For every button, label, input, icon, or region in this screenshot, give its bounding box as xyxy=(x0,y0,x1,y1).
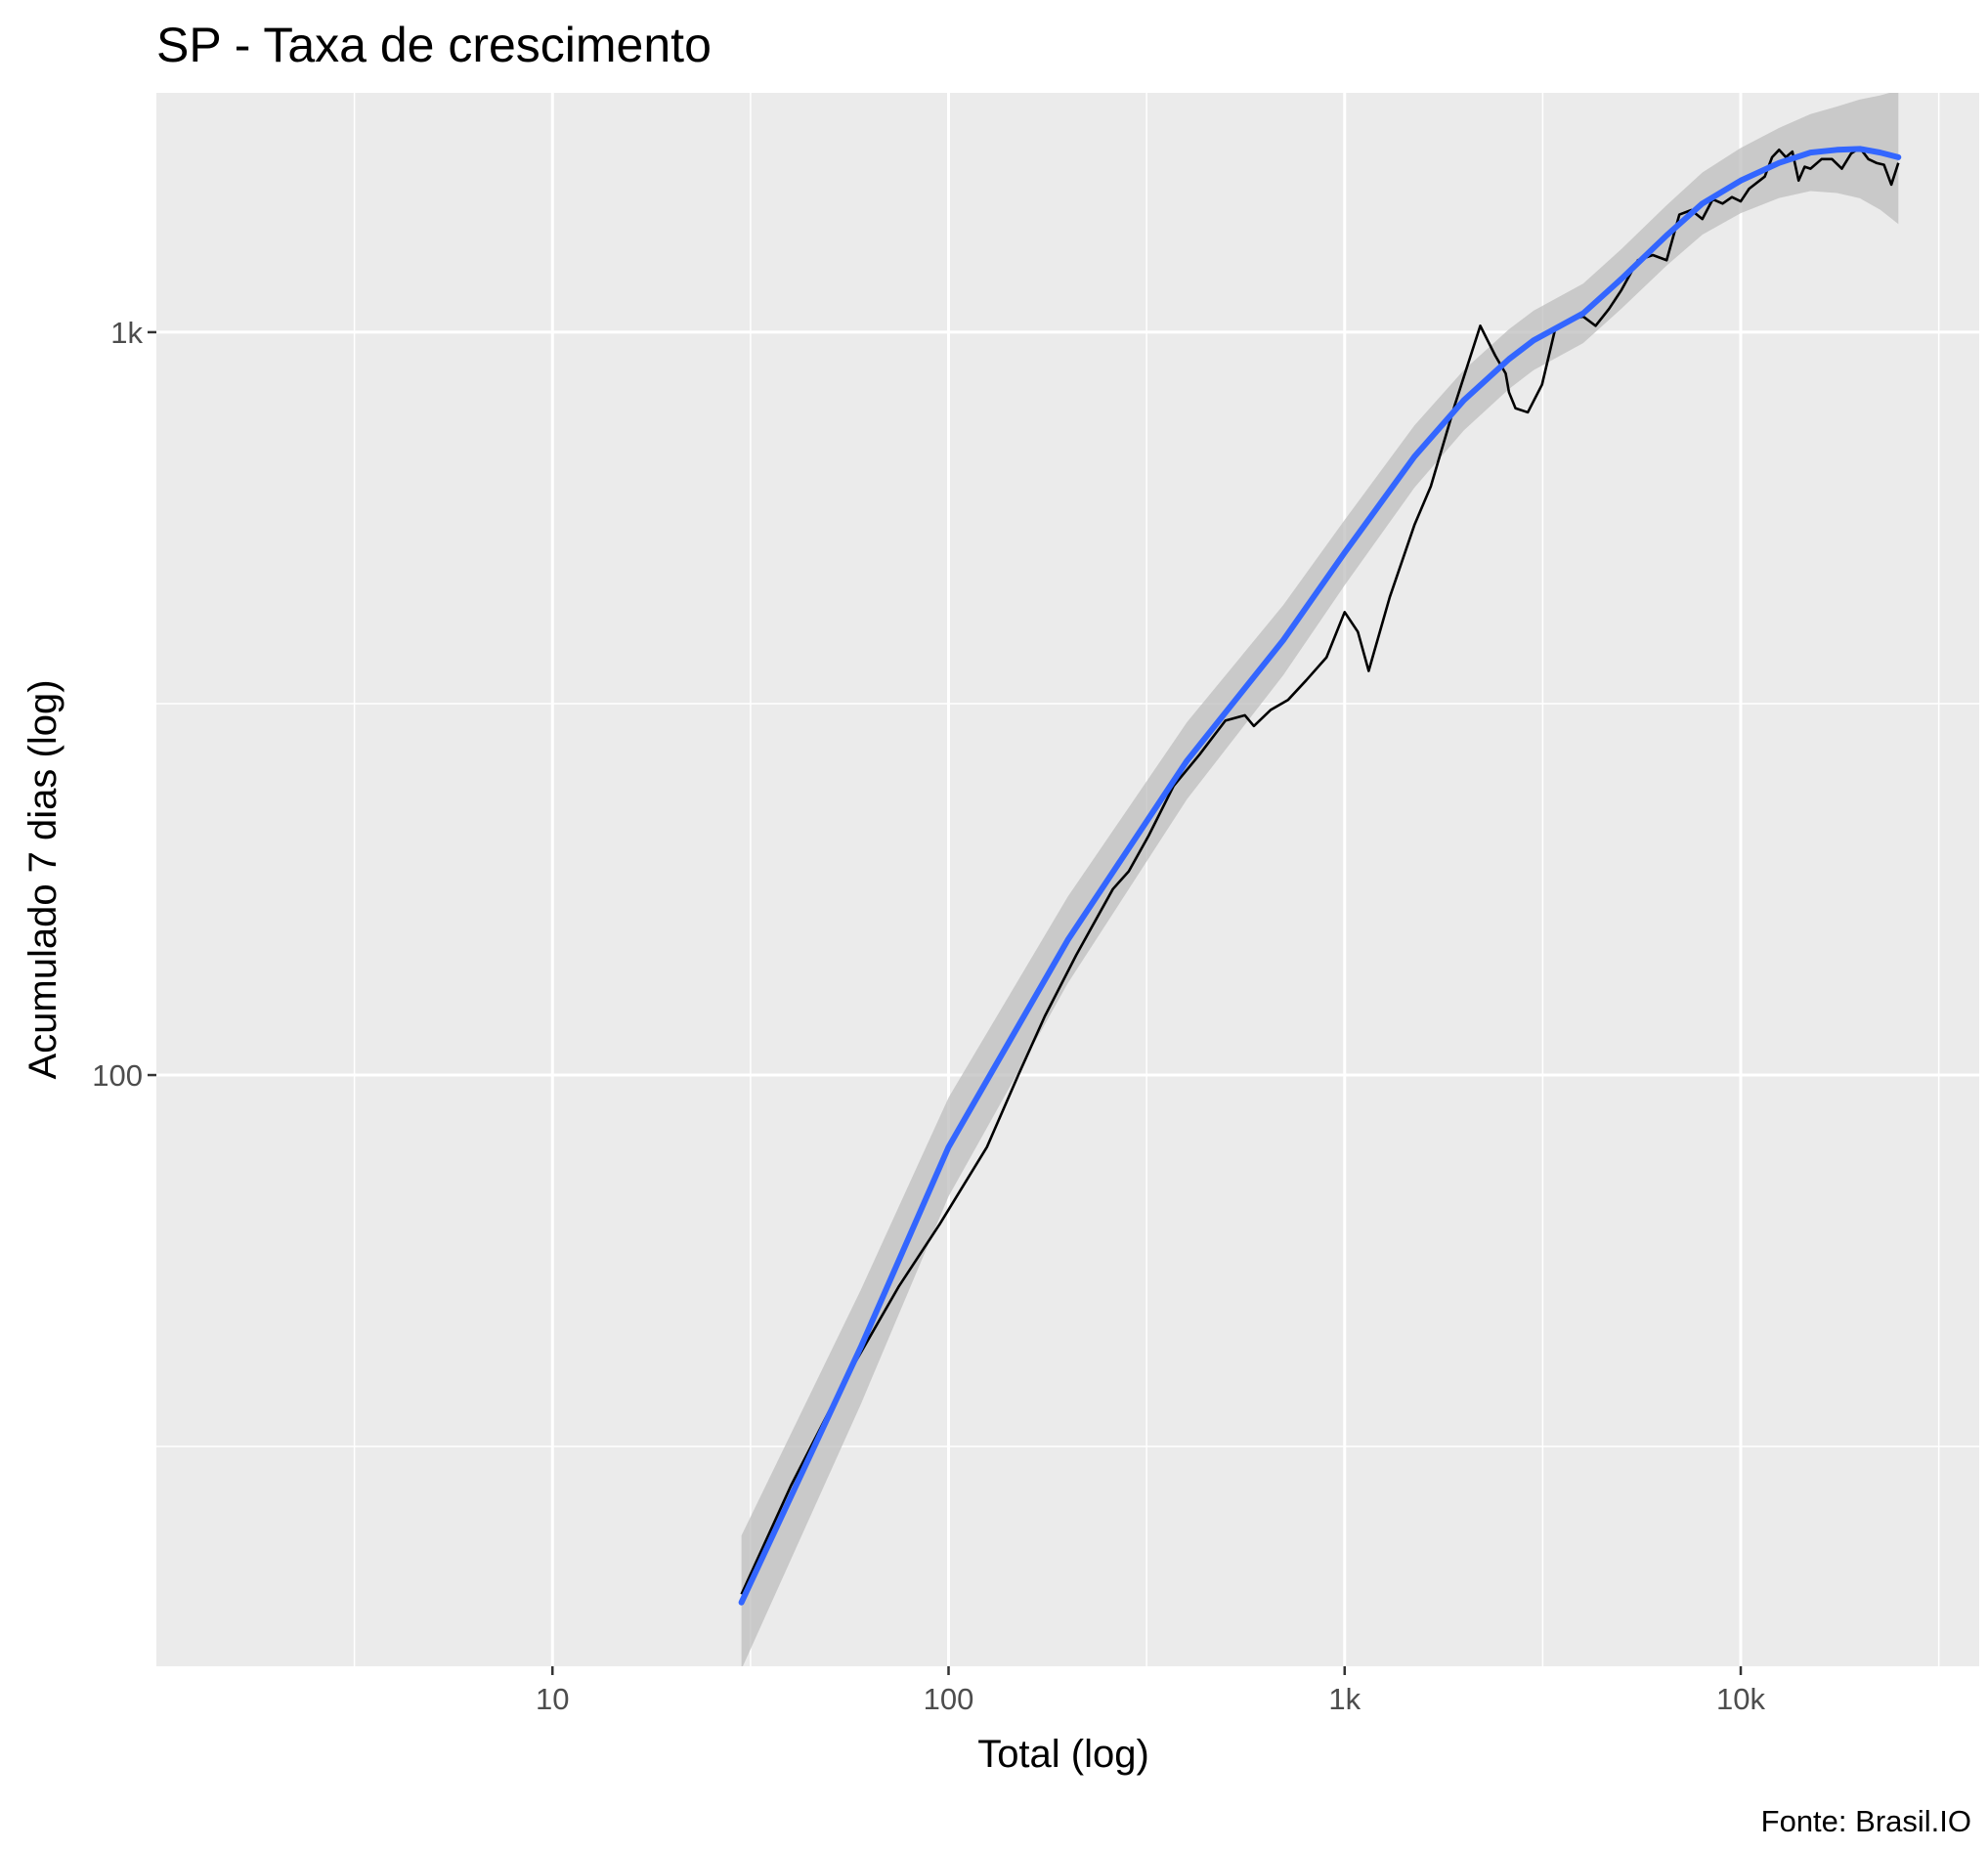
plot-panel xyxy=(156,93,1979,1666)
chart-title: SP - Taxa de crescimento xyxy=(156,18,712,72)
grid-lines xyxy=(156,93,1979,1666)
x-tick-label: 100 xyxy=(924,1682,974,1716)
observed-series-line xyxy=(740,147,1900,1595)
y-tick-label: 100 xyxy=(92,1058,143,1093)
x-tick-label: 1k xyxy=(1328,1682,1361,1716)
smooth-trend-line xyxy=(738,146,1902,1606)
data-layer xyxy=(738,93,1902,1666)
caption: Fonte: Brasil.IO xyxy=(1761,1804,1971,1838)
x-tick-label: 10k xyxy=(1716,1682,1765,1716)
x-tick-label: 10 xyxy=(536,1682,569,1716)
y-axis-title: Acumulado 7 dias (log) xyxy=(22,679,65,1079)
axes: 10 100 1k 10k 100 1k xyxy=(92,316,1765,1716)
x-axis-title: Total (log) xyxy=(977,1733,1149,1776)
y-tick-label: 1k xyxy=(110,316,143,350)
